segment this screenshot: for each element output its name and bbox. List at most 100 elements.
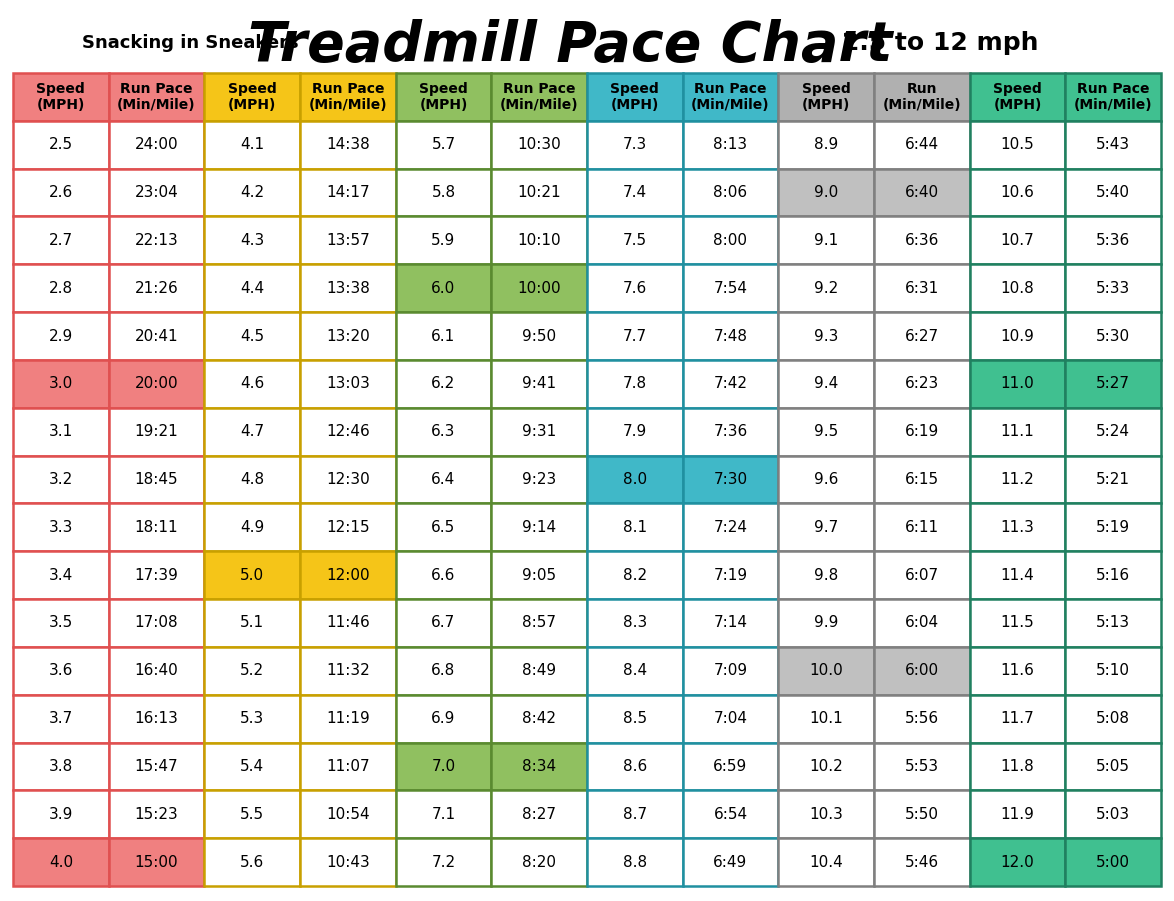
- Bar: [682, 599, 778, 647]
- Text: 8.0: 8.0: [622, 472, 647, 487]
- Text: 5:03: 5:03: [1097, 806, 1131, 822]
- Text: 15:47: 15:47: [135, 759, 178, 774]
- Bar: [970, 599, 1065, 647]
- Bar: [778, 838, 873, 886]
- Bar: [396, 647, 492, 695]
- Text: 6:49: 6:49: [714, 854, 748, 869]
- Text: 6:27: 6:27: [905, 329, 939, 343]
- Text: 3.0: 3.0: [48, 377, 73, 391]
- Text: 7:19: 7:19: [714, 568, 748, 583]
- Bar: [396, 838, 492, 886]
- Bar: [396, 168, 492, 216]
- Text: 5:19: 5:19: [1097, 520, 1131, 535]
- Text: 12:30: 12:30: [326, 472, 370, 487]
- Bar: [682, 168, 778, 216]
- Bar: [301, 312, 396, 359]
- Text: 5.2: 5.2: [241, 663, 264, 678]
- Bar: [778, 73, 873, 121]
- Text: 4.7: 4.7: [241, 424, 264, 439]
- Bar: [301, 121, 396, 168]
- Bar: [301, 456, 396, 504]
- Bar: [109, 121, 204, 168]
- Bar: [396, 695, 492, 742]
- Text: 9.2: 9.2: [814, 281, 838, 296]
- Text: 8.1: 8.1: [622, 520, 647, 535]
- Text: 12.0: 12.0: [1000, 854, 1034, 869]
- Bar: [13, 647, 109, 695]
- Text: 11.8: 11.8: [1000, 759, 1034, 774]
- Bar: [204, 73, 301, 121]
- Bar: [109, 456, 204, 504]
- Text: 9.4: 9.4: [814, 377, 838, 391]
- Bar: [682, 551, 778, 599]
- Bar: [13, 73, 109, 121]
- Bar: [492, 359, 587, 408]
- Text: 5:27: 5:27: [1097, 377, 1131, 391]
- Text: 10.8: 10.8: [1000, 281, 1034, 296]
- Bar: [204, 551, 301, 599]
- Bar: [1065, 504, 1161, 551]
- Bar: [13, 312, 109, 359]
- Text: 9.6: 9.6: [814, 472, 838, 487]
- Text: 10.7: 10.7: [1000, 232, 1034, 248]
- Bar: [492, 551, 587, 599]
- Text: 9.5: 9.5: [814, 424, 838, 439]
- Text: Run Pace
(Min/Mile): Run Pace (Min/Mile): [691, 82, 770, 112]
- Text: 4.4: 4.4: [241, 281, 264, 296]
- Bar: [1065, 168, 1161, 216]
- Bar: [396, 551, 492, 599]
- Text: 9.8: 9.8: [814, 568, 838, 583]
- Bar: [109, 647, 204, 695]
- Text: 4.2: 4.2: [241, 185, 264, 200]
- Text: 17:39: 17:39: [135, 568, 178, 583]
- Text: 15:23: 15:23: [135, 806, 178, 822]
- Bar: [970, 408, 1065, 456]
- Text: 22:13: 22:13: [135, 232, 178, 248]
- Bar: [396, 408, 492, 456]
- Bar: [873, 504, 970, 551]
- Bar: [204, 742, 301, 790]
- Text: Run Pace
(Min/Mile): Run Pace (Min/Mile): [117, 82, 196, 112]
- Text: 10.6: 10.6: [1000, 185, 1034, 200]
- Text: 6:36: 6:36: [905, 232, 939, 248]
- Bar: [109, 695, 204, 742]
- Bar: [301, 647, 396, 695]
- Text: 8.6: 8.6: [622, 759, 647, 774]
- Bar: [682, 456, 778, 504]
- Bar: [109, 312, 204, 359]
- Bar: [682, 647, 778, 695]
- Bar: [778, 408, 873, 456]
- Text: 5:43: 5:43: [1097, 137, 1131, 152]
- Text: 6.8: 6.8: [431, 663, 456, 678]
- Text: 6:00: 6:00: [905, 663, 939, 678]
- Text: 20:41: 20:41: [135, 329, 178, 343]
- Text: 20:00: 20:00: [135, 377, 178, 391]
- Bar: [492, 695, 587, 742]
- Text: 9.9: 9.9: [814, 615, 838, 631]
- Bar: [13, 551, 109, 599]
- Bar: [970, 838, 1065, 886]
- Bar: [396, 599, 492, 647]
- Bar: [1065, 742, 1161, 790]
- Bar: [873, 216, 970, 264]
- Text: 10.4: 10.4: [809, 854, 843, 869]
- Text: 6:54: 6:54: [714, 806, 748, 822]
- Text: 10:21: 10:21: [518, 185, 561, 200]
- Bar: [204, 359, 301, 408]
- Bar: [396, 790, 492, 838]
- Text: 5:05: 5:05: [1097, 759, 1131, 774]
- Text: 6.4: 6.4: [431, 472, 456, 487]
- Bar: [492, 456, 587, 504]
- Bar: [970, 121, 1065, 168]
- Bar: [492, 647, 587, 695]
- Bar: [682, 359, 778, 408]
- Text: 12:15: 12:15: [326, 520, 370, 535]
- Bar: [301, 838, 396, 886]
- Bar: [970, 504, 1065, 551]
- Text: 14:17: 14:17: [326, 185, 370, 200]
- Bar: [682, 790, 778, 838]
- Text: 7.4: 7.4: [622, 185, 647, 200]
- Text: 8:57: 8:57: [522, 615, 556, 631]
- Bar: [682, 838, 778, 886]
- Text: 10:00: 10:00: [518, 281, 561, 296]
